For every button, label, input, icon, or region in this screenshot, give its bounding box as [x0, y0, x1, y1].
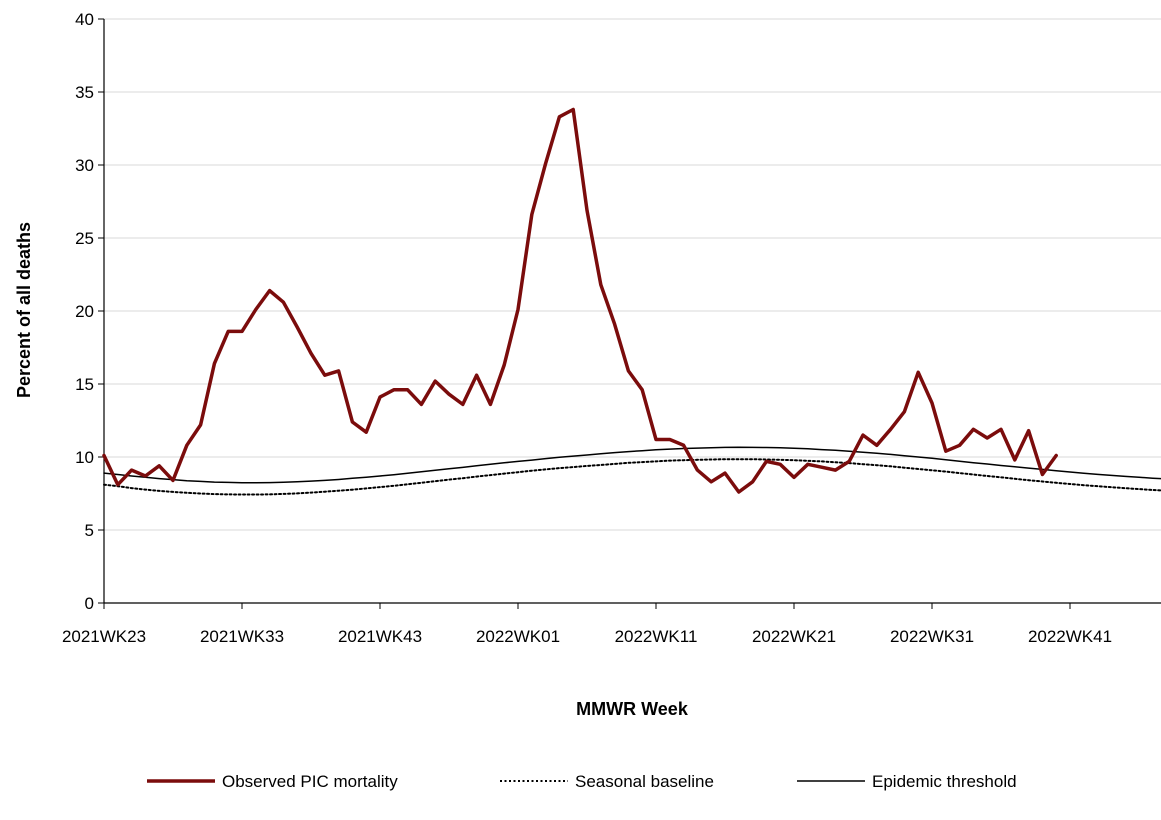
x-tick-label: 2022WK01: [476, 627, 560, 646]
y-tick-label: 30: [75, 156, 94, 175]
x-tick-label: 2022WK21: [752, 627, 836, 646]
legend-item-observed-pic-mortality: Observed PIC mortality: [147, 772, 398, 791]
series-line-epidemic-threshold: [103, 446, 1161, 484]
legend-label: Epidemic threshold: [872, 772, 1017, 791]
x-tick-label: 2021WK43: [338, 627, 422, 646]
x-tick-label: 2021WK33: [200, 627, 284, 646]
y-axis-title: Percent of all deaths: [14, 222, 34, 398]
legend: Observed PIC mortality Seasonal baseline E…: [147, 772, 1017, 791]
y-tick-label: 20: [75, 302, 94, 321]
y-tick-label: 35: [75, 83, 94, 102]
x-tick-label: 2022WK31: [890, 627, 974, 646]
x-tick-label: 2022WK41: [1028, 627, 1112, 646]
legend-item-epidemic-threshold: Epidemic threshold: [797, 772, 1017, 791]
x-tick-label: 2022WK11: [615, 627, 698, 646]
legend-label: Seasonal baseline: [575, 772, 714, 791]
gridlines: [104, 18, 1161, 531]
legend-label: Observed PIC mortality: [222, 772, 398, 791]
series-lines: [102, 107, 1161, 496]
x-tick-label: 2021WK23: [62, 627, 146, 646]
series-line-observed-pic-mortality: [102, 107, 1058, 494]
y-tick-label: 25: [75, 229, 94, 248]
y-tick-label: 0: [85, 594, 94, 613]
y-axis-ticks: 0 5 10 15 20 25 30 35 40: [75, 10, 104, 613]
y-tick-label: 10: [75, 448, 94, 467]
y-tick-label: 5: [85, 521, 94, 540]
y-tick-label: 15: [75, 375, 94, 394]
y-tick-label: 40: [75, 10, 94, 29]
x-axis-ticks: 2021WK23 2021WK33 2021WK43 2022WK01 2022WK11…: [62, 603, 1112, 646]
legend-item-seasonal-baseline: Seasonal baseline: [500, 772, 714, 791]
series-line-seasonal-baseline: [103, 458, 1161, 496]
x-axis-title: MMWR Week: [576, 699, 689, 719]
